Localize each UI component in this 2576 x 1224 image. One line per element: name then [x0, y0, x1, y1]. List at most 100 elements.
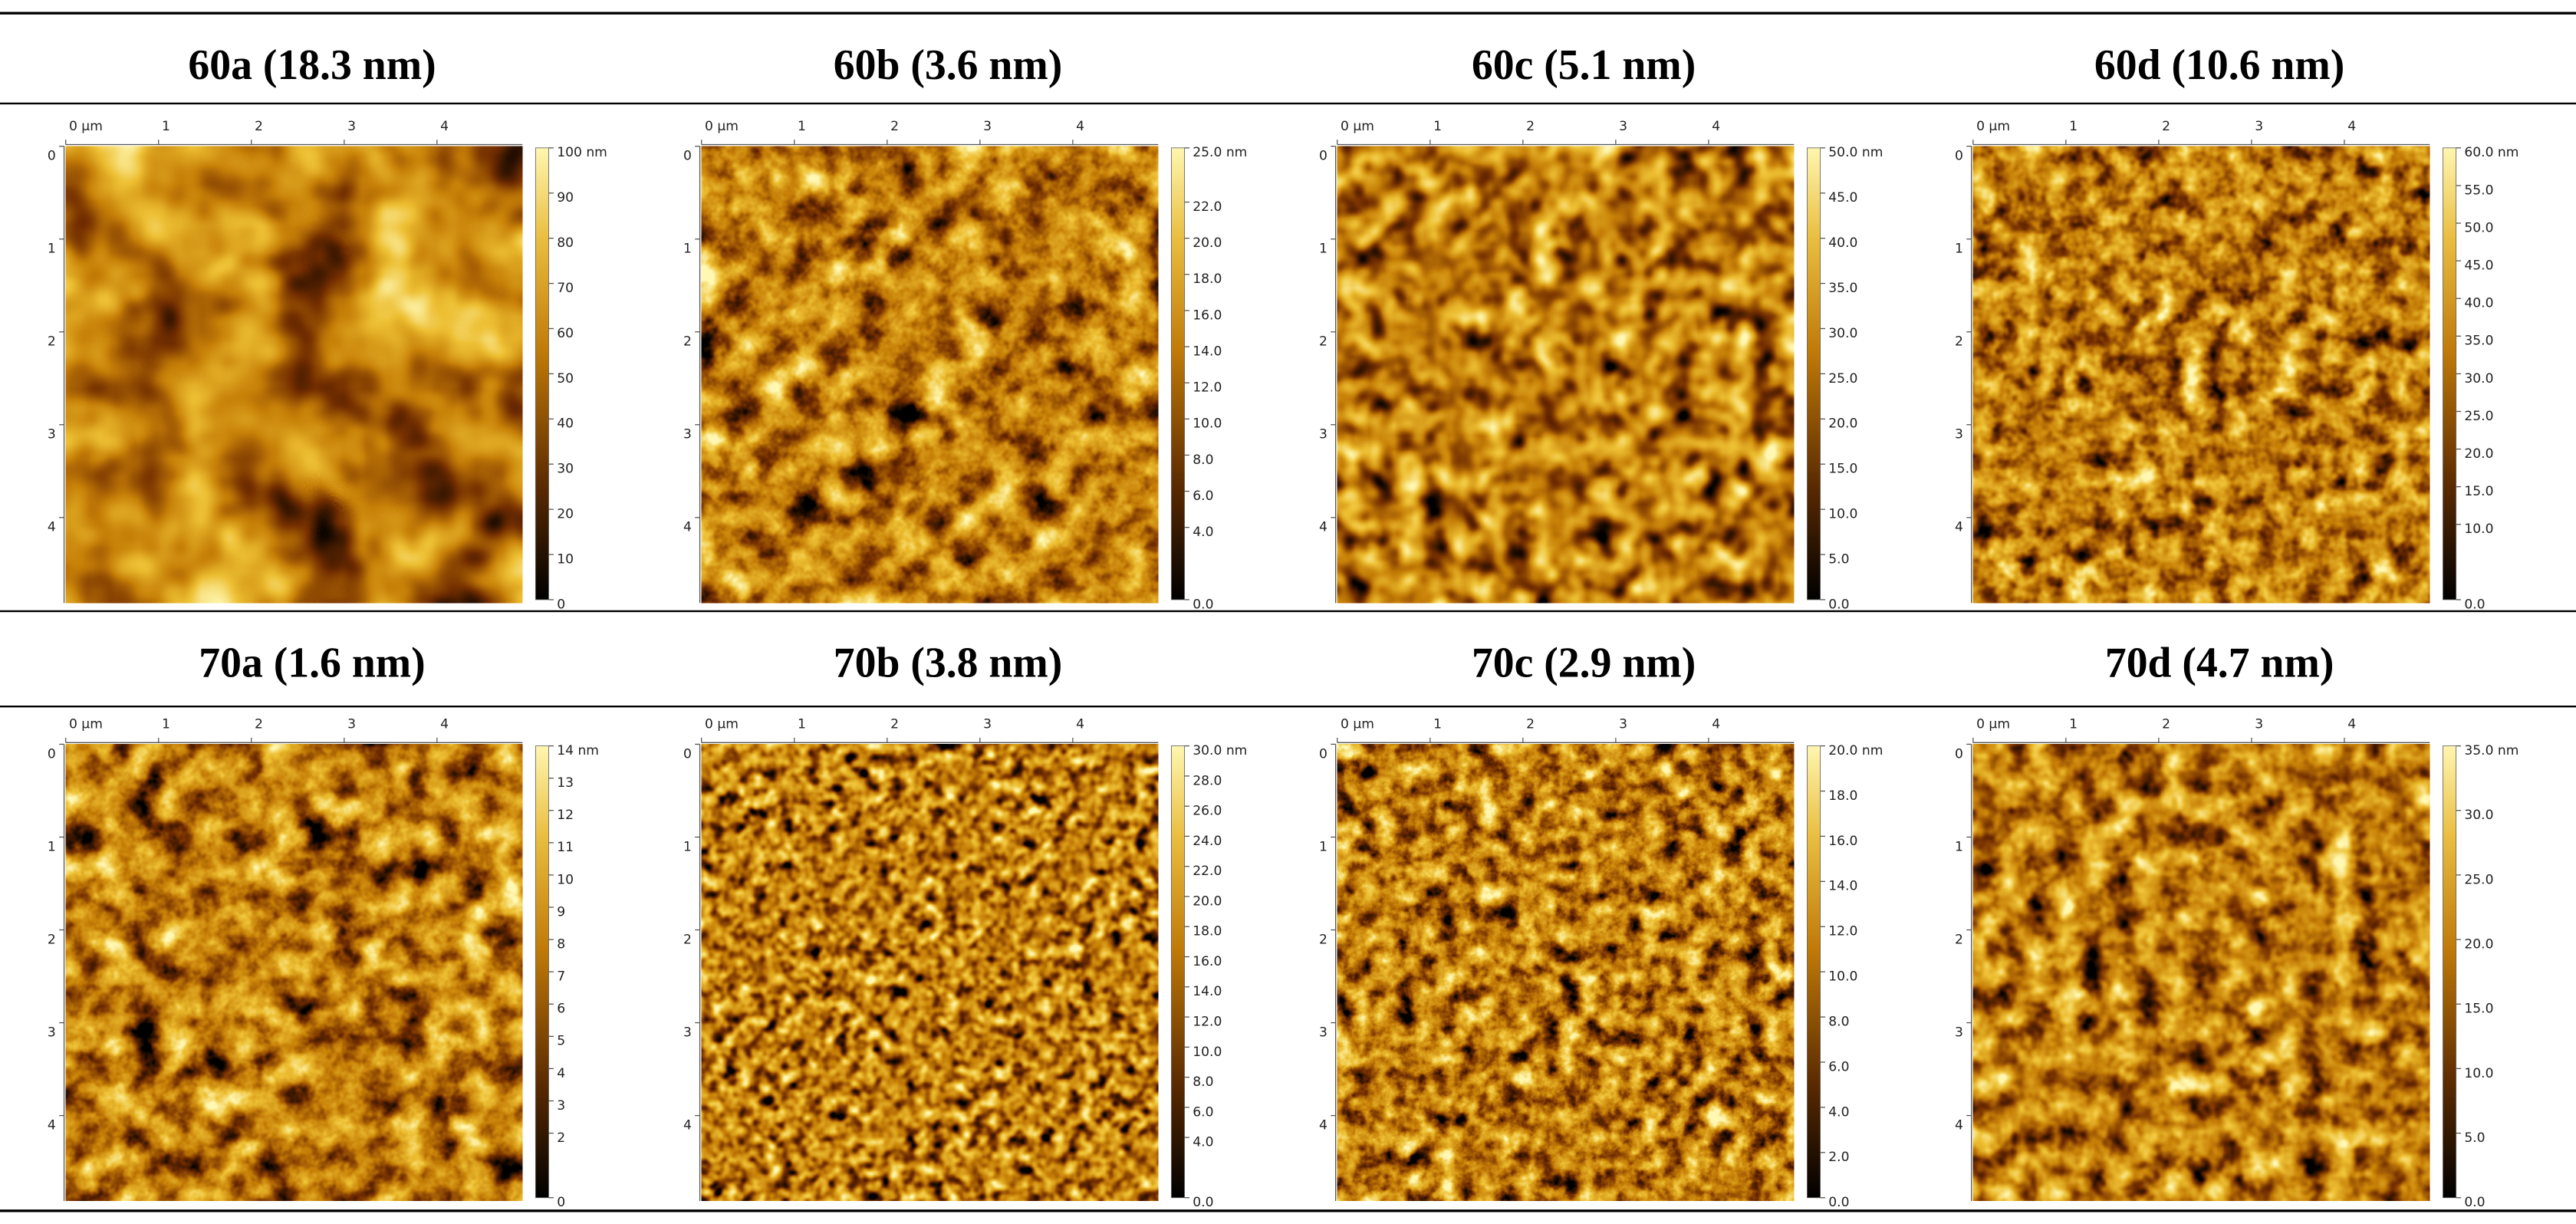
- y-tick-label: 2: [683, 932, 692, 947]
- x-tick-label: 3: [1619, 717, 1627, 732]
- x-tick-label: 3: [2255, 119, 2263, 134]
- scale-tick-label: 30.0: [2464, 808, 2493, 823]
- scale-tick-label: 100 nm: [557, 145, 607, 160]
- x-tick-label: 2: [2162, 717, 2170, 732]
- scale-tick-label: 20.0: [2464, 936, 2493, 952]
- scale-tick-label: 10.0: [2464, 522, 2493, 537]
- y-tick-label: 3: [1319, 1025, 1327, 1040]
- panel: 60b (3.6 nm) 0 µm 1 2 3 4 0 1 2 3 4 25.0 nm 22.0 20.0…: [683, 41, 1247, 613]
- scale-tick-label: 18.0: [1828, 788, 1857, 804]
- scale-tick-label: 15.0: [2464, 1002, 2493, 1017]
- scale-tick-label: 10.0: [1193, 416, 1222, 432]
- scale-tick-label: 12.0: [1193, 1014, 1222, 1029]
- x-tick-label: 2: [255, 119, 263, 134]
- panel-title: 60c (5.1 nm): [1472, 41, 1696, 89]
- y-tick-label: 1: [48, 242, 56, 257]
- scale-tick-label: 0.0: [1828, 597, 1849, 612]
- scale-tick-label: 10: [557, 551, 574, 567]
- y-tick-label: 0: [683, 149, 692, 164]
- afm-image: [1972, 146, 2430, 604]
- scale-tick-label: 28.0: [1193, 773, 1222, 788]
- x-tick-label: 2: [890, 717, 899, 732]
- scale-tick-label: 10.0: [2464, 1066, 2493, 1081]
- scale-tick-label: 6.0: [1193, 1104, 1213, 1120]
- y-tick-label: 3: [48, 427, 56, 443]
- scale-tick-label: 25.0 nm: [1193, 145, 1247, 160]
- scale-tick-label: 25.0: [2464, 872, 2493, 887]
- x-tick-label: 4: [440, 717, 449, 732]
- x-tick-label: 4: [440, 119, 449, 134]
- scale-tick-label: 35.0 nm: [2464, 743, 2518, 758]
- y-tick-label: 4: [1319, 1117, 1327, 1133]
- afm-image: [1972, 744, 2430, 1201]
- scale-tick-label: 12.0: [1828, 924, 1857, 939]
- scale-tick-label: 20.0: [1193, 893, 1222, 909]
- y-tick-label: 3: [683, 427, 692, 443]
- scale-tick-label: 0: [557, 597, 565, 612]
- panel: 60c (5.1 nm) 0 µm 1 2 3 4 0 1 2 3 4 50.0 nm 45.0 40.0…: [1319, 41, 1883, 613]
- scale-tick-label: 14.0: [1828, 879, 1857, 894]
- panel: 60d (10.6 nm) 0 µm 1 2 3 4 0 1 2 3 4 60.0 nm 55.0 50.…: [1955, 41, 2518, 613]
- color-bar: [2443, 147, 2457, 600]
- scale-tick-label: 20.0: [1193, 235, 1222, 251]
- scale-tick-label: 25.0: [2464, 409, 2493, 424]
- scale-tick-label: 0.0: [2464, 597, 2485, 612]
- scale-tick-label: 4.0: [1828, 1104, 1849, 1120]
- y-tick-label: 1: [683, 839, 692, 854]
- x-tick-label: 4: [1076, 119, 1084, 134]
- y-tick-label: 0: [1319, 149, 1327, 164]
- scale-tick-label: 0.0: [1828, 1195, 1849, 1210]
- scale-tick-label: 8: [557, 936, 565, 952]
- x-tick-label: 0 µm: [705, 717, 739, 732]
- panel-title: 70d (4.7 nm): [2105, 640, 2334, 687]
- scale-tick-label: 40.0: [1828, 235, 1857, 251]
- afm-image: [1337, 744, 1795, 1201]
- scale-tick-label: 13: [557, 775, 574, 791]
- scale-tick-label: 6.0: [1828, 1059, 1849, 1074]
- panel-title: 60d (10.6 nm): [2094, 41, 2344, 89]
- scale-tick-label: 14.0: [1193, 984, 1222, 999]
- color-bar: [2443, 745, 2457, 1199]
- color-bar: [1170, 745, 1185, 1199]
- scale-tick-label: 4: [557, 1066, 565, 1081]
- x-tick-label: 3: [347, 119, 356, 134]
- scale-tick-label: 6.0: [1193, 489, 1213, 504]
- y-tick-label: 1: [1319, 242, 1327, 257]
- y-tick-label: 4: [48, 520, 56, 535]
- x-tick-label: 1: [1433, 717, 1442, 732]
- x-tick-label: 2: [1526, 119, 1535, 134]
- y-tick-label: 0: [683, 746, 692, 762]
- y-tick-label: 4: [1955, 520, 1963, 535]
- scale-tick-label: 4.0: [1193, 525, 1213, 540]
- y-tick-label: 1: [1955, 242, 1963, 257]
- scale-tick-label: 20.0: [1828, 416, 1857, 432]
- color-bar: [1170, 147, 1185, 600]
- scale-tick-label: 35.0: [1828, 281, 1857, 296]
- x-tick-label: 1: [1433, 119, 1442, 134]
- scale-tick-label: 9: [557, 904, 565, 920]
- panel: 70d (4.7 nm) 0 µm 1 2 3 4 0 1 2 3 4 35.0 nm 30.0 25.0…: [1955, 640, 2518, 1211]
- panel: 70c (2.9 nm) 0 µm 1 2 3 4 0 1 2 3 4 20.0 nm 18.0 16.0…: [1319, 640, 1883, 1211]
- scale-tick-label: 26.0: [1193, 804, 1222, 819]
- scale-tick-label: 5.0: [2464, 1130, 2485, 1146]
- y-tick-label: 3: [1955, 427, 1963, 443]
- y-tick-label: 1: [683, 242, 692, 257]
- afm-image: [701, 146, 1159, 604]
- afm-image: [65, 744, 523, 1201]
- y-tick-label: 2: [1955, 932, 1963, 947]
- scale-tick-label: 16.0: [1193, 308, 1222, 323]
- y-tick-label: 4: [683, 1117, 692, 1133]
- scale-tick-label: 3: [557, 1098, 565, 1114]
- panel-title: 70c (2.9 nm): [1472, 640, 1696, 687]
- x-tick-label: 0 µm: [1976, 717, 2010, 732]
- y-tick-label: 2: [1319, 932, 1327, 947]
- y-tick-label: 1: [1319, 839, 1327, 854]
- panel-title: 70b (3.8 nm): [834, 640, 1063, 687]
- scale-tick-label: 10.0: [1828, 507, 1857, 522]
- x-tick-label: 4: [1076, 717, 1084, 732]
- scale-tick-label: 12.0: [1193, 380, 1222, 396]
- y-tick-label: 0: [48, 149, 56, 164]
- x-tick-label: 1: [798, 119, 806, 134]
